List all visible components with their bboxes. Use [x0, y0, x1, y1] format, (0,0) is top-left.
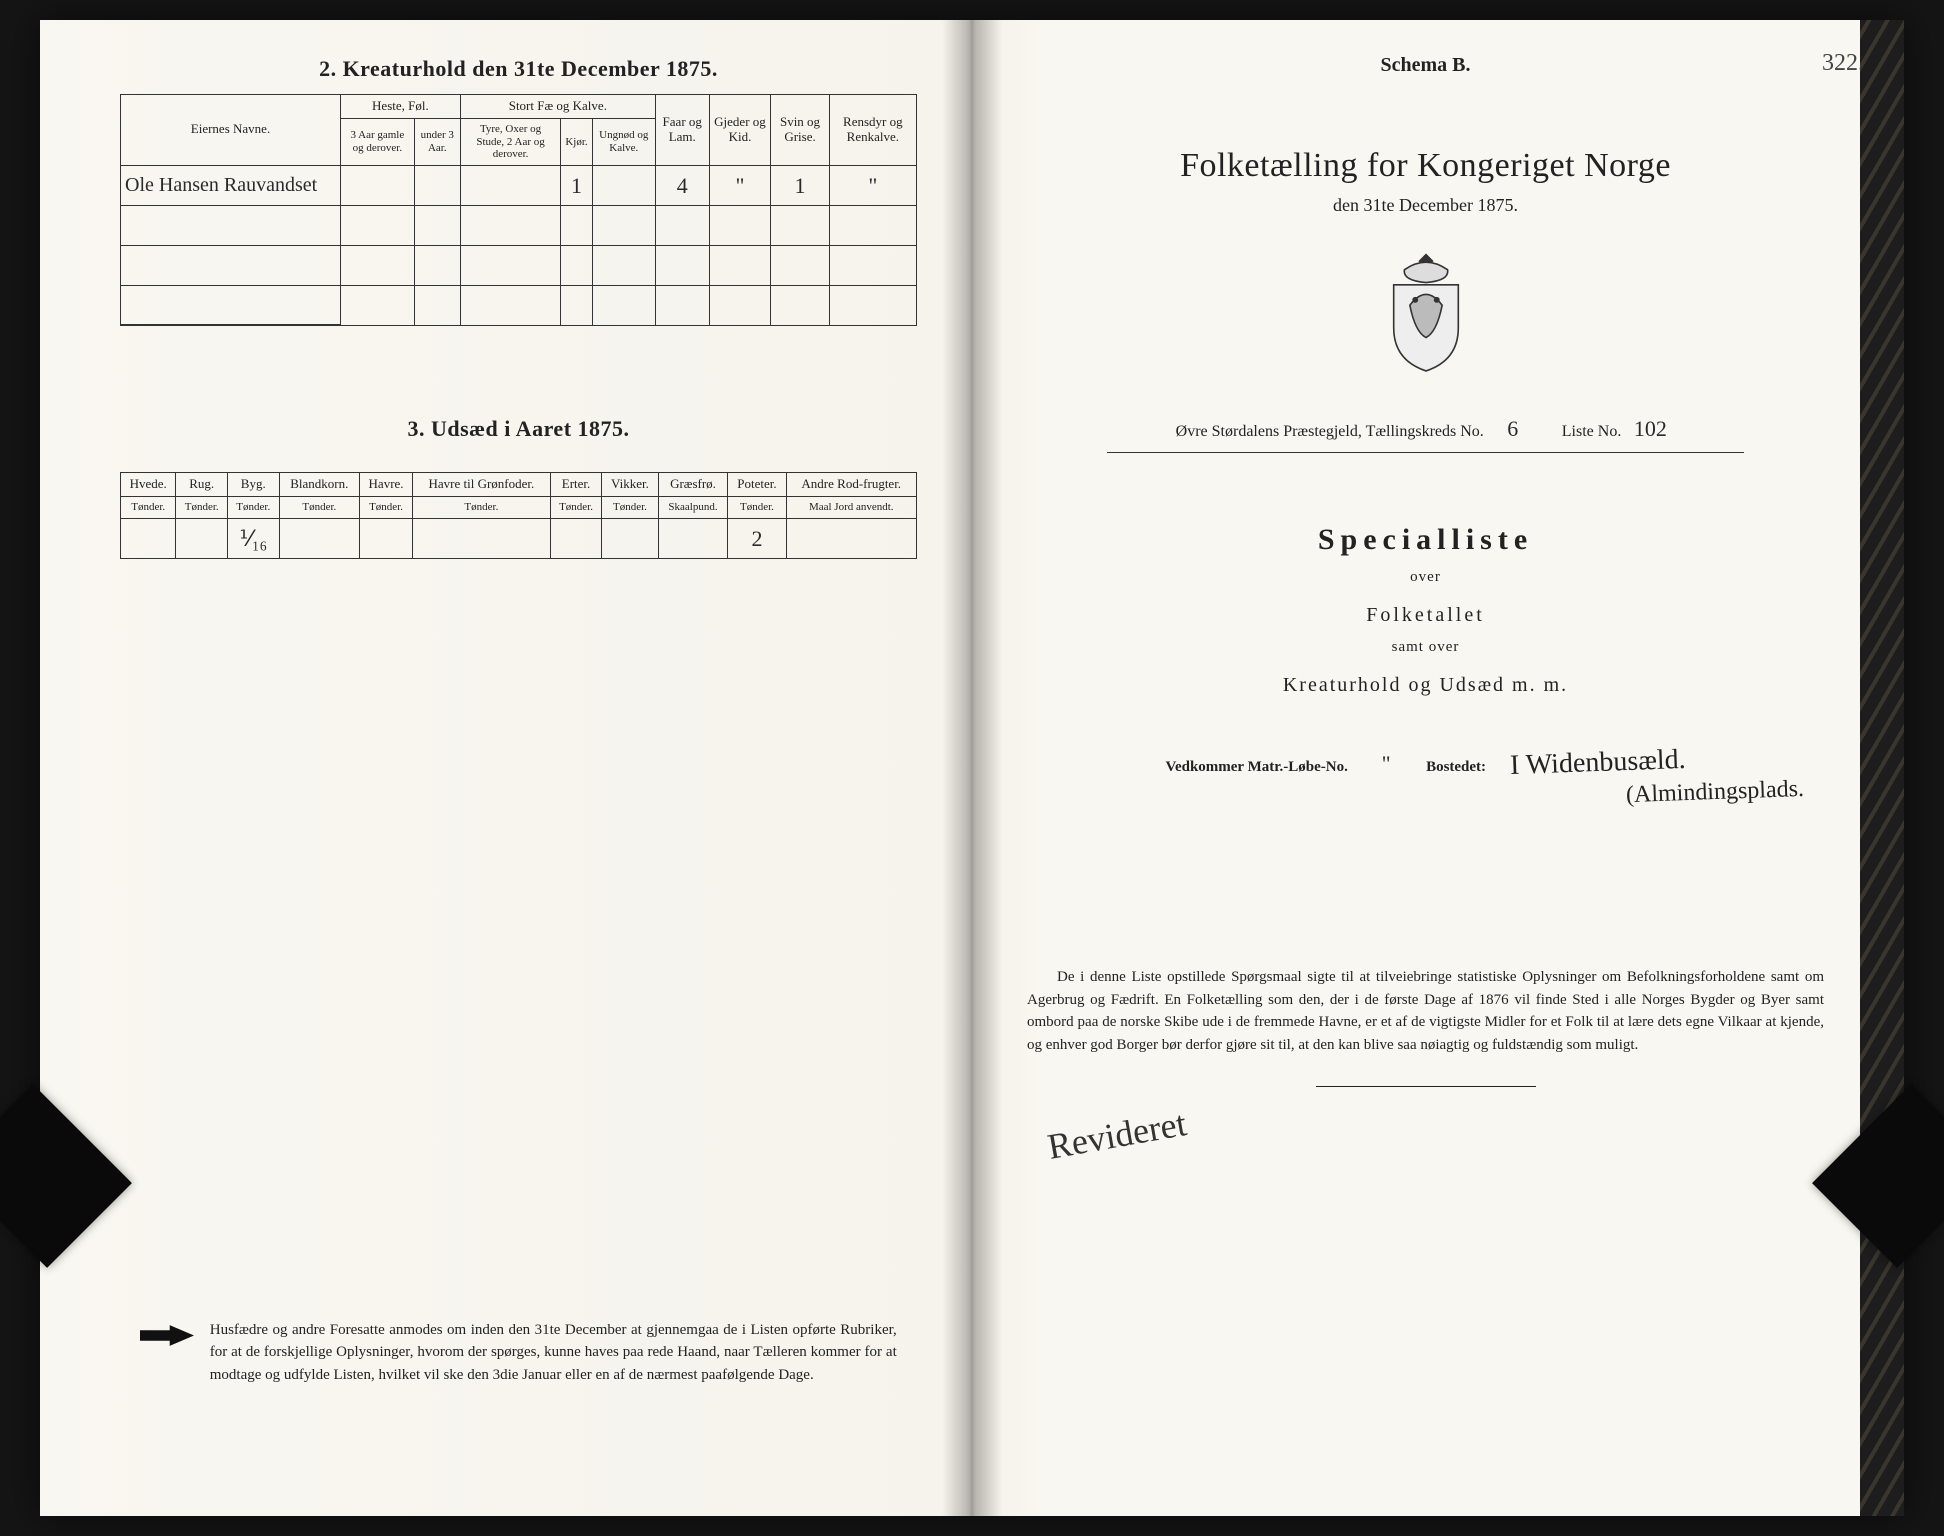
liste-no: 102: [1625, 411, 1675, 446]
cell: [592, 165, 655, 205]
c-vikker: Vikker.: [602, 473, 658, 497]
footer-rule: [1316, 1086, 1536, 1087]
table-row: [121, 285, 917, 325]
left-footer-note: Husfædre og andre Foresatte anmodes om i…: [140, 1319, 907, 1387]
grp-horses: Heste, Føl.: [341, 95, 461, 119]
table-row: Eiernes Navne. Heste, Føl. Stort Fæ og K…: [121, 95, 917, 119]
over-label: over: [1027, 569, 1824, 586]
right-footer-para: De i denne Liste opstillede Spørgsmaal s…: [1027, 966, 1824, 1056]
cell-poteter: 2: [751, 526, 762, 551]
cell-byg: ⅟₁₆: [239, 526, 267, 551]
table-row: Ole Hansen Rauvandset 1 4 " 1 ": [121, 165, 917, 205]
folio-number: 322.: [1822, 50, 1864, 77]
cattle-a: Tyre, Oxer og Stude, 2 Aar og derover.: [460, 118, 561, 165]
cell: [460, 165, 561, 205]
u-hvede: Tønder.: [121, 497, 176, 519]
horses-a: 3 Aar gamle og derover.: [341, 118, 415, 165]
cell: [121, 518, 176, 558]
table-row: ⅟₁₆ 2: [121, 518, 917, 558]
c-blandkorn: Blandkorn.: [279, 473, 360, 497]
right-edge-marbling: [1860, 20, 1904, 1516]
bostedet-value-2: (Almindingsplads.: [1626, 776, 1805, 809]
liste-label: Liste No.: [1562, 423, 1622, 440]
section3-title: 3. Udsæd i Aaret 1875.: [120, 416, 917, 442]
col-pigs: Svin og Grise.: [771, 95, 829, 166]
left-page: 2. Kreaturhold den 31te December 1875. E…: [40, 20, 967, 1516]
coat-of-arms-icon: [1027, 246, 1824, 391]
c-byg: Byg.: [227, 473, 279, 497]
section2-title: 2. Kreaturhold den 31te December 1875.: [120, 56, 917, 82]
bostedet-label: Bostedet:: [1426, 759, 1486, 775]
cattle-b: Kjør.: [561, 118, 592, 165]
parish-text: Øvre Størdalens Præstegjeld, Tællingskre…: [1176, 423, 1484, 440]
cell-gjeder: ": [735, 173, 744, 198]
census-title: Folketælling for Kongeriget Norge: [1027, 147, 1824, 185]
cell: [341, 165, 415, 205]
bostedet-value: I Widenbusæld.: [1509, 744, 1686, 782]
c-rug: Rug.: [176, 473, 228, 497]
c-poteter: Poteter.: [728, 473, 786, 497]
col-owner: Eiernes Navne.: [121, 95, 341, 166]
horses-b: under 3 Aar.: [414, 118, 460, 165]
table-row: Tønder. Tønder. Tønder. Tønder. Tønder. …: [121, 497, 917, 519]
table-kreaturhold: Eiernes Navne. Heste, Føl. Stort Fæ og K…: [120, 94, 917, 326]
cell-svin: 1: [795, 173, 806, 198]
col-reindeer: Rensdyr og Renkalve.: [829, 95, 916, 166]
u-vikker: Tønder.: [602, 497, 658, 519]
c-havre: Havre.: [360, 473, 413, 497]
parish-line: Øvre Størdalens Præstegjeld, Tællingskre…: [1027, 411, 1824, 446]
u-rug: Tønder.: [176, 497, 228, 519]
u-havre-gf: Tønder.: [412, 497, 550, 519]
u-andre: Maal Jord anvendt.: [786, 497, 917, 519]
table-row: Hvede. Rug. Byg. Blandkorn. Havre. Havre…: [121, 473, 917, 497]
cattle-c: Ungnød og Kalve.: [592, 118, 655, 165]
samt-over-label: samt over: [1027, 639, 1824, 656]
grp-cattle: Stort Fæ og Kalve.: [460, 95, 655, 119]
cell-faar: 4: [677, 173, 688, 198]
left-footer-text: Husfædre og andre Foresatte anmodes om i…: [210, 1319, 897, 1387]
u-poteter: Tønder.: [728, 497, 786, 519]
c-hvede: Hvede.: [121, 473, 176, 497]
table-row: [121, 205, 917, 245]
table-row: [121, 245, 917, 285]
book-spread: 2. Kreaturhold den 31te December 1875. E…: [40, 20, 1904, 1516]
vedk-val: ": [1382, 751, 1396, 776]
col-goats: Gjeder og Kid.: [709, 95, 771, 166]
u-havre: Tønder.: [360, 497, 413, 519]
pointing-hand-icon: [140, 1323, 194, 1349]
revideret-stamp: Revideret: [1044, 1102, 1189, 1168]
c-havre-gf: Havre til Grønfoder.: [412, 473, 550, 497]
u-graesfro: Skaalpund.: [658, 497, 728, 519]
kreds-no: 6: [1488, 411, 1538, 446]
cell-ren: ": [868, 173, 877, 198]
cell: [414, 165, 460, 205]
c-graesfro: Græsfrø.: [658, 473, 728, 497]
table-udsaed: Hvede. Rug. Byg. Blandkorn. Havre. Havre…: [120, 472, 917, 559]
u-byg: Tønder.: [227, 497, 279, 519]
c-erter: Erter.: [550, 473, 602, 497]
owner-name: Ole Hansen Rauvandset: [125, 174, 317, 196]
col-sheep: Faar og Lam.: [655, 95, 709, 166]
u-erter: Tønder.: [550, 497, 602, 519]
vedk-label: Vedkommer Matr.-Løbe-No.: [1165, 759, 1347, 775]
cell: [176, 518, 228, 558]
u-blandkorn: Tønder.: [279, 497, 360, 519]
vedkommer-line: Vedkommer Matr.-Løbe-No. " Bostedet: I W…: [1027, 747, 1824, 779]
right-page: Schema B. 322. Folketælling for Kongerig…: [967, 20, 1904, 1516]
cell-kjor: 1: [571, 173, 582, 198]
folketallet-label: Folketallet: [1027, 604, 1824, 627]
specialliste-heading: Specialliste: [1027, 523, 1824, 557]
census-date: den 31te December 1875.: [1027, 195, 1824, 216]
kreatur-label: Kreaturhold og Udsæd m. m.: [1027, 674, 1824, 697]
c-andre: Andre Rod-frugter.: [786, 473, 917, 497]
schema-label: Schema B.: [1027, 54, 1824, 77]
